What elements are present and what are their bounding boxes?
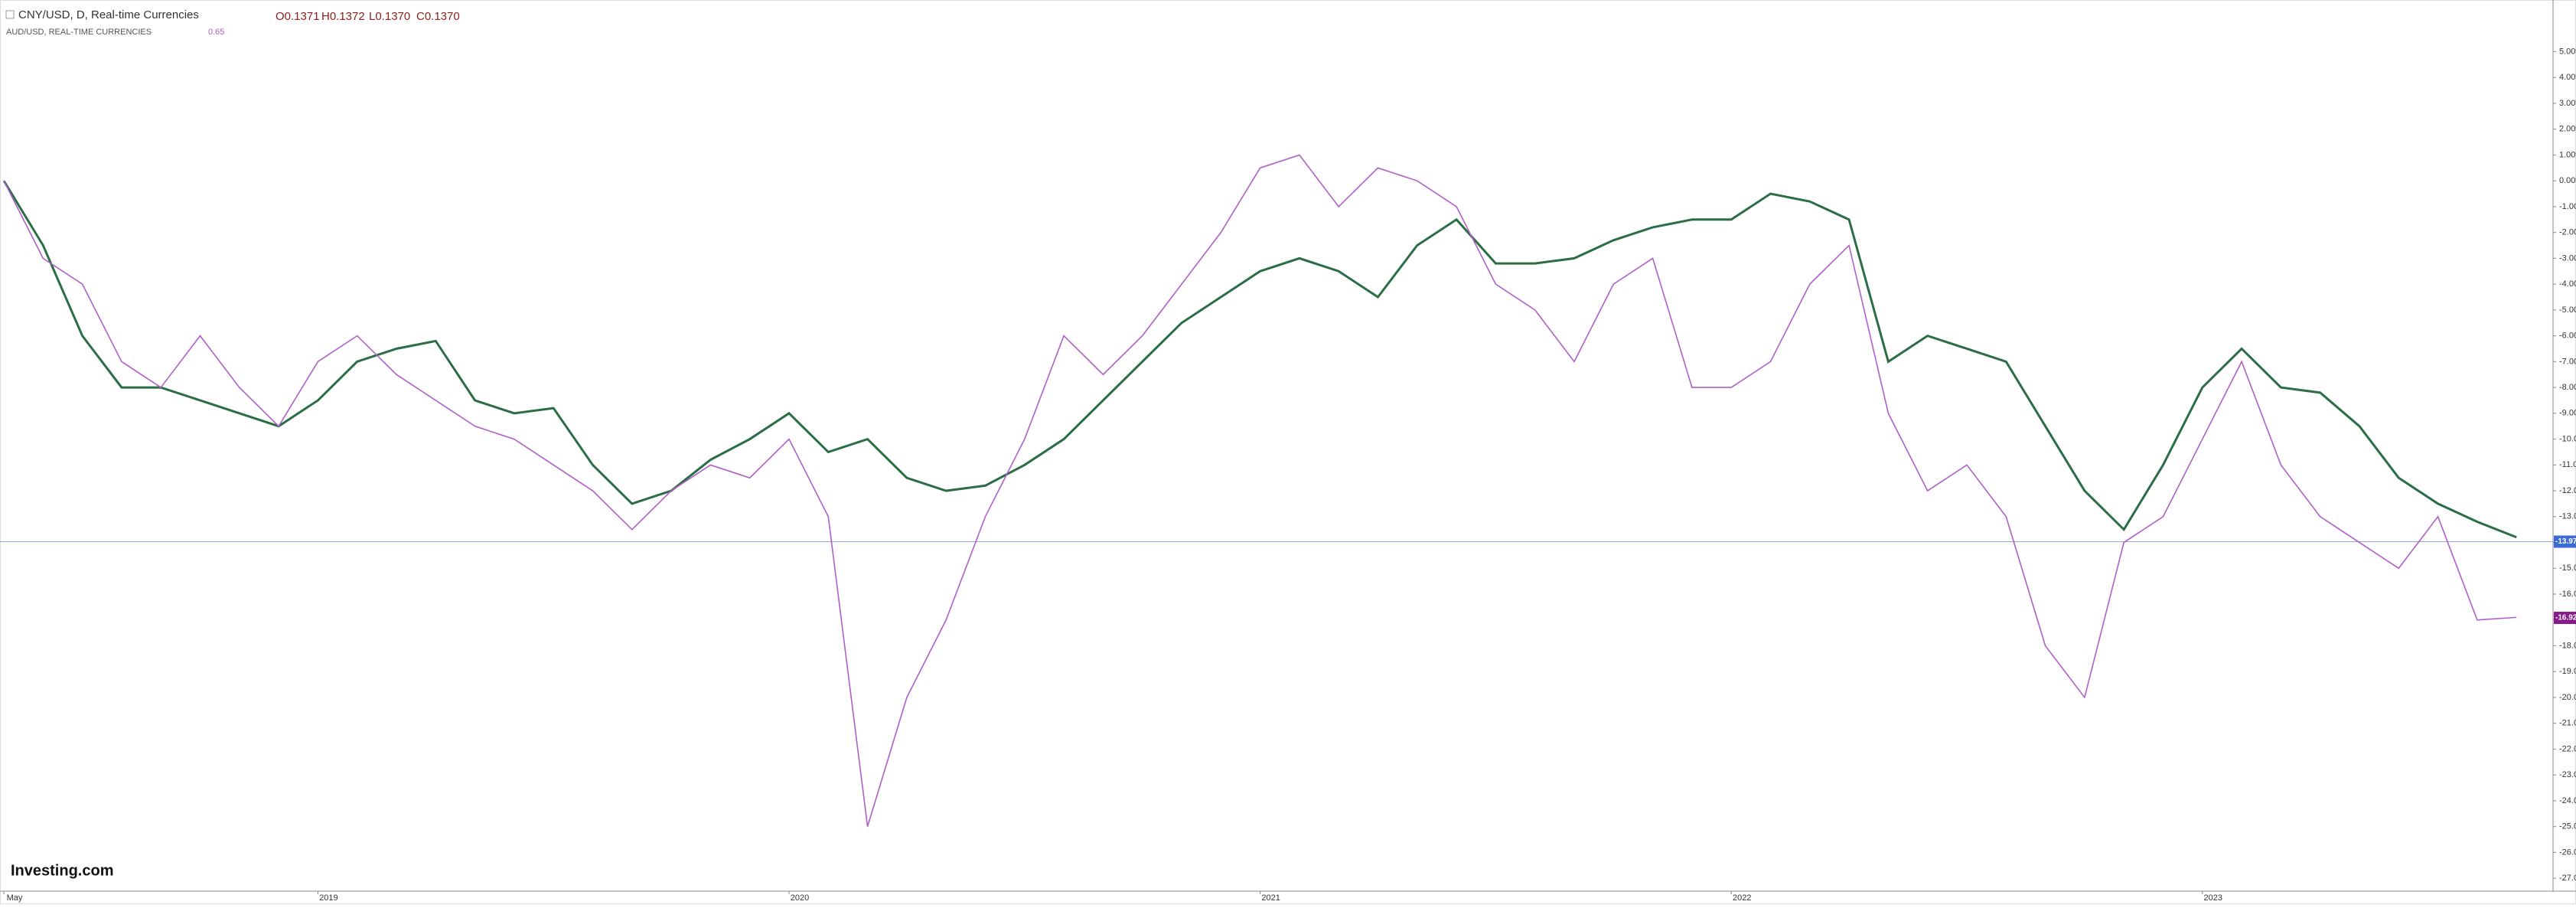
y-tick-label: -23.00% (2559, 770, 2576, 779)
low-value: L0.1370 (369, 10, 410, 23)
price-tag-label: -13.97% (2555, 537, 2576, 546)
high-value: H0.1372 (321, 10, 365, 23)
y-tick-label: -5.00% (2559, 305, 2576, 315)
y-tick-label: 3.00% (2559, 99, 2576, 108)
y-tick-label: -16.00% (2559, 590, 2576, 599)
y-tick-label: -20.00% (2559, 693, 2576, 702)
y-tick-label: -13.00% (2559, 512, 2576, 521)
y-tick-label: -8.00% (2559, 383, 2576, 392)
y-tick-label: -11.00% (2559, 460, 2576, 469)
y-tick-label: -9.00% (2559, 409, 2576, 418)
y-tick-label: -10.00% (2559, 434, 2576, 443)
close-value: C0.1370 (416, 10, 460, 23)
x-tick-label: 2019 (319, 893, 337, 903)
y-tick-label: -7.00% (2559, 357, 2576, 366)
x-tick-label: 2023 (2204, 893, 2222, 903)
y-tick-label: 2.00% (2559, 125, 2576, 134)
y-tick-label: -22.00% (2559, 744, 2576, 753)
y-tick-label: -2.00% (2559, 228, 2576, 237)
x-tick-label: 2021 (1261, 893, 1280, 903)
symbol-title: CNY/USD, D, Real-time Currencies (18, 8, 199, 21)
y-tick-label: -25.00% (2559, 822, 2576, 831)
price-tag (2554, 535, 2576, 548)
compare-symbol: AUD/USD, REAL-TIME CURRENCIES (6, 28, 152, 37)
y-tick-label: -1.00% (2559, 202, 2576, 211)
logo: Investing.com (11, 862, 113, 879)
y-tick-label: -4.00% (2559, 279, 2576, 289)
y-tick-label: -3.00% (2559, 253, 2576, 263)
y-tick-label: -26.00% (2559, 848, 2576, 857)
y-tick-label: -6.00% (2559, 332, 2576, 341)
y-tick-label: -24.00% (2559, 796, 2576, 805)
y-tick-label: 4.00% (2559, 73, 2576, 82)
x-tick-label: 2020 (791, 893, 809, 903)
y-tick-label: -19.00% (2559, 667, 2576, 676)
y-tick-label: 5.00% (2559, 47, 2576, 56)
compare-value: 0.65 (208, 28, 224, 37)
price-tag-label: -16.92% (2555, 614, 2576, 622)
y-tick-label: 1.00% (2559, 150, 2576, 159)
open-value: O0.1371 (276, 10, 320, 23)
series-line (3, 154, 2517, 827)
y-tick-label: -12.00% (2559, 486, 2576, 495)
y-tick-label: -18.00% (2559, 641, 2576, 650)
y-tick-label: -27.00% (2559, 874, 2576, 883)
y-tick-label: -15.00% (2559, 563, 2576, 573)
y-tick-label: 0.00% (2559, 176, 2576, 185)
x-tick-label: 2022 (1733, 893, 1751, 903)
series-line (2, 180, 2517, 539)
collapse-icon[interactable] (5, 10, 15, 19)
x-tick-label: May (7, 893, 23, 903)
price-tag (2554, 612, 2576, 625)
y-tick-label: -21.00% (2559, 719, 2576, 728)
